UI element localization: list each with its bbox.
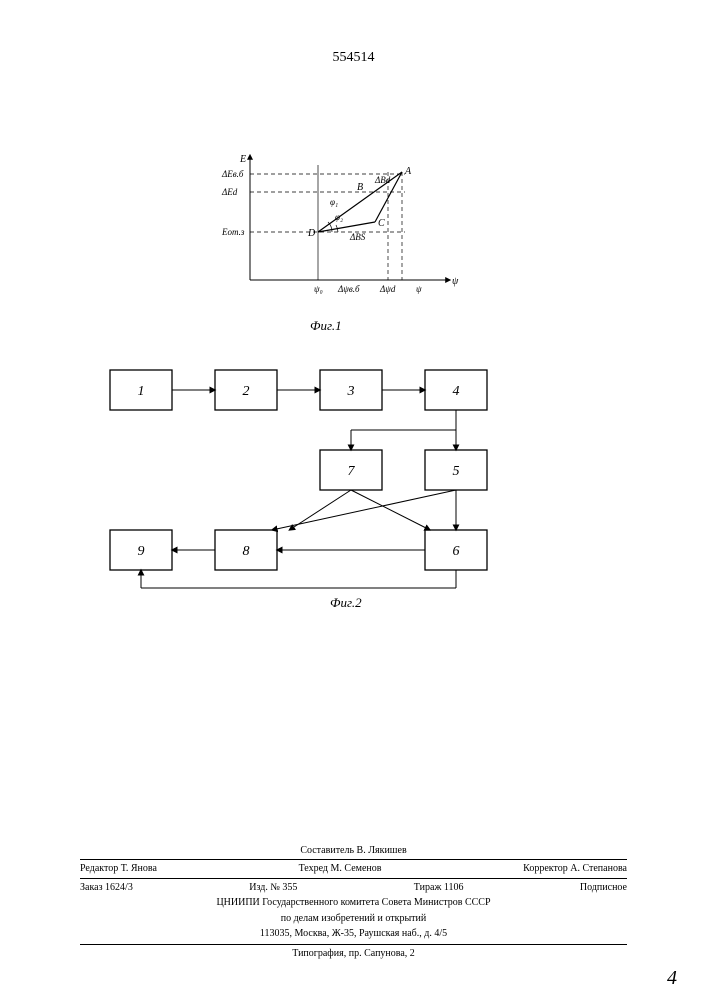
svg-text:A: A (404, 166, 412, 177)
svg-text:ψ: ψ (416, 284, 422, 294)
svg-text:Δψв.б: Δψв.б (337, 284, 360, 294)
svg-text:ΔBd: ΔBd (374, 175, 391, 185)
svg-text:9: 9 (138, 544, 145, 559)
fig2-diagram: 1 2 3 4 7 5 9 8 6 (0, 355, 707, 615)
footer-org3: 113035, Москва, Ж-35, Раушская наб., д. … (80, 927, 627, 941)
svg-text:φ₁: φ₁ (330, 197, 338, 207)
svg-text:φ₂: φ₂ (335, 212, 343, 222)
footer-corrector: Корректор А. Степанова (523, 862, 627, 876)
svg-text:D: D (307, 228, 316, 239)
svg-text:8: 8 (243, 544, 250, 559)
svg-text:Eот.з: Eот.з (221, 227, 245, 237)
svg-text:ΔBS: ΔBS (349, 232, 366, 242)
footer: Составитель В. Лякишев Редактор Т. Янова… (80, 842, 627, 961)
fig2-caption: Фиг.2 (330, 595, 362, 611)
footer-org1: ЦНИИПИ Государственного комитета Совета … (80, 896, 627, 910)
svg-text:3: 3 (347, 384, 355, 399)
svg-text:ψ₀: ψ₀ (314, 284, 323, 294)
footer-izd: Изд. № 355 (249, 881, 297, 895)
fig1-chart: Eψ ΔEв.б ΔEd Eот.з ψ₀ Δψв.б Δψd ψ A B C Dφ₁ φ₂ ΔBd ΔBS (220, 150, 480, 320)
svg-text:Δψd: Δψd (379, 284, 396, 294)
page-number: 554514 (0, 50, 707, 66)
footer-tirazh: Тираж 1106 (414, 881, 464, 895)
svg-text:ψ: ψ (452, 276, 459, 287)
svg-text:B: B (357, 182, 363, 193)
svg-text:ΔEв.б: ΔEв.б (221, 169, 244, 179)
svg-text:7: 7 (348, 464, 356, 479)
svg-text:6: 6 (453, 544, 460, 559)
corner-page-number: 4 (667, 967, 677, 990)
svg-text:C: C (378, 218, 385, 229)
svg-text:1: 1 (138, 384, 145, 399)
svg-text:ΔEd: ΔEd (221, 187, 238, 197)
svg-text:4: 4 (453, 384, 460, 399)
footer-typ: Типография, пр. Сапунова, 2 (80, 944, 627, 961)
footer-sign: Подписное (580, 881, 627, 895)
svg-text:2: 2 (243, 384, 250, 399)
fig1-caption: Фиг.1 (310, 318, 342, 334)
footer-compiler: Составитель В. Лякишев (80, 844, 627, 858)
svg-text:5: 5 (453, 464, 460, 479)
svg-text:E: E (239, 154, 246, 165)
footer-techred: Техред М. Семенов (299, 862, 382, 876)
footer-org2: по делам изобретений и открытий (80, 912, 627, 926)
footer-editor: Редактор Т. Янова (80, 862, 157, 876)
footer-order: Заказ 1624/3 (80, 881, 133, 895)
